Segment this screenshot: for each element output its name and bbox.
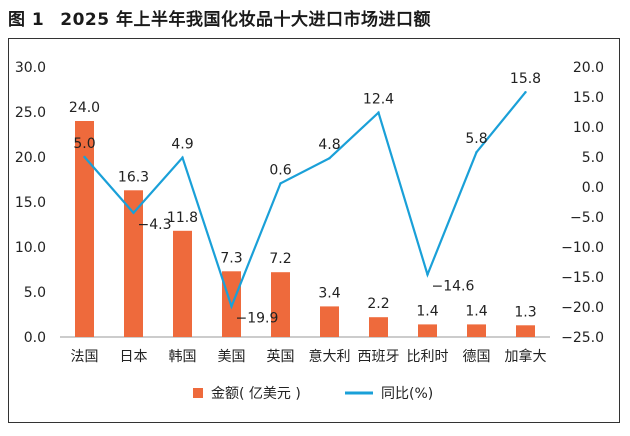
yoy-value-label: 0.6 [269,162,291,178]
bar-value-label: 3.4 [318,285,340,301]
y-left-tick-label: 5.0 [24,285,46,301]
yoy-value-label: −4.3 [138,217,172,233]
yoy-point [475,151,478,154]
yoy-point [377,111,380,114]
yoy-point [132,211,135,214]
bar-value-label: 1.4 [416,303,438,319]
yoy-value-label: 15.8 [510,71,541,87]
yoy-point [426,273,429,276]
figure-label: 图 1 [8,10,45,30]
x-category-label: 加拿大 [505,348,547,365]
bar-英国 [271,272,290,337]
yoy-value-label: 4.9 [171,137,193,153]
y-right-tick-label: 10.0 [573,120,604,136]
bar-value-label: 7.2 [269,251,291,267]
bar-value-label: 16.3 [118,169,149,185]
x-category-label: 意大利 [309,348,351,365]
yoy-point [181,156,184,159]
y-right-tick-label: 15.0 [573,90,604,106]
bar-比利时 [418,324,437,337]
bar-意大利 [320,306,339,337]
bar-value-label: 24.0 [69,100,100,116]
y-left-tick-label: 10.0 [15,240,46,256]
yoy-value-label: −19.9 [236,310,279,326]
bar-加拿大 [516,325,535,337]
yoy-point [328,157,331,160]
y-right-tick-label: 5.0 [582,150,604,166]
legend-bar-swatch [193,388,203,398]
x-category-label: 法国 [71,349,99,365]
y-right-tick-label: −10.0 [561,240,604,256]
chart-title-text: 2025 年上半年我国化妆品十大进口市场进口额 [60,10,431,30]
legend-line-label: 同比(%) [381,386,433,402]
yoy-value-label: 5.0 [73,136,95,152]
y-right-tick-label: −20.0 [561,300,604,316]
yoy-line [83,91,527,310]
y-right-tick-label: −15.0 [561,270,604,286]
bar-韩国 [173,230,192,337]
y-left-tick-label: 25.0 [15,105,46,121]
bar-value-label: 1.4 [465,303,487,319]
yoy-value-label: 4.8 [318,137,340,153]
y-right-tick-label: −25.0 [561,330,604,346]
y-left-tick-label: 0.0 [24,330,46,346]
chart-title: 图 1 2025 年上半年我国化妆品十大进口市场进口额 [8,5,431,30]
x-category-label: 德国 [463,349,491,365]
bar-value-label: 2.2 [367,296,389,312]
bar-value-label: 1.3 [514,304,536,320]
x-category-label: 西班牙 [358,349,400,365]
y-right-tick-label: −5.0 [570,210,604,226]
bar-德国 [467,324,486,337]
yoy-value-label: 5.8 [465,131,487,147]
bar-法国 [75,121,94,337]
x-category-label: 比利时 [407,349,449,365]
y-left-tick-label: 15.0 [15,195,46,211]
y-left-tick-label: 30.0 [15,60,46,76]
x-category-label: 日本 [120,349,148,365]
x-category-label: 韩国 [169,349,197,365]
x-category-label: 英国 [267,348,295,365]
yoy-point [279,182,282,185]
legend-bar-label: 金额( 亿美元 ) [211,386,301,402]
x-category-label: 美国 [218,349,246,365]
chart-frame [8,38,620,423]
y-left-tick-label: 20.0 [15,150,46,166]
yoy-point [524,91,527,94]
bar-日本 [124,190,143,337]
yoy-value-label: 12.4 [363,92,394,108]
bar-西班牙 [369,317,388,337]
yoy-value-label: −14.6 [432,279,475,295]
y-right-tick-label: 0.0 [582,180,604,196]
yoy-point [83,155,86,159]
bar-value-label: 7.3 [220,250,242,266]
yoy-point [230,305,233,308]
y-right-tick-label: 20.0 [573,60,604,76]
bar-value-label: 11.8 [167,210,198,226]
